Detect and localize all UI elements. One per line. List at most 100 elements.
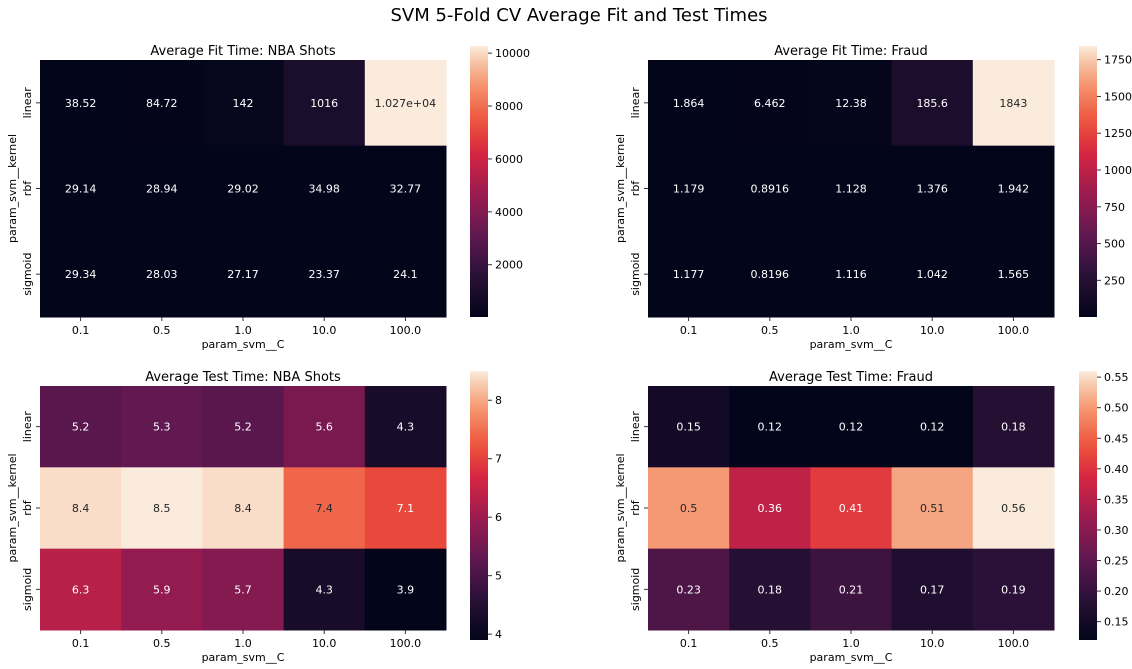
cell-annotation: 185.6 [916, 97, 948, 110]
heatmap-cell [202, 145, 285, 232]
heatmap-cell [810, 467, 893, 550]
colorbar-tick-label: 4000 [495, 206, 523, 219]
heatmap-cell [972, 60, 1055, 147]
y-tick-label: rbf [21, 180, 34, 197]
heatmap-cell [648, 60, 730, 147]
heatmap-cell [202, 231, 285, 318]
heatmap-cell [121, 548, 203, 631]
heatmap-cell [283, 231, 366, 318]
colorbar-tick-label: 500 [1104, 238, 1125, 251]
cell-annotation: 23.37 [308, 268, 340, 281]
x-tick-label: 0.1 [72, 637, 90, 650]
colorbar-tick-label: 250 [1104, 274, 1125, 287]
colorbar-tick-label: 0.40 [1104, 463, 1129, 476]
cell-annotation: 28.03 [146, 268, 178, 281]
x-tick-label: 1.0 [842, 324, 860, 337]
heatmap-cell [891, 548, 974, 631]
heatmap-cell [283, 548, 366, 631]
cell-annotation: 29.34 [65, 268, 97, 281]
cell-annotation: 0.18 [1001, 421, 1026, 434]
x-tick-label: 0.1 [72, 324, 90, 337]
cell-annotation: 1.128 [835, 183, 867, 196]
x-axis-label: param_svm__C [202, 338, 285, 351]
heatmap-cell [972, 467, 1055, 550]
colorbar-tick-label: 0.35 [1104, 493, 1129, 506]
colorbar-tick-label: 4 [495, 628, 502, 641]
cell-annotation: 7.4 [315, 502, 333, 515]
x-tick-label: 0.1 [680, 324, 698, 337]
cell-annotation: 0.5 [680, 502, 698, 515]
cell-annotation: 6.462 [754, 97, 786, 110]
colorbar-tick-label: 1750 [1104, 54, 1132, 67]
heatmap-cell [891, 145, 974, 232]
heatmap-cell [202, 386, 285, 468]
cell-annotation: 28.94 [146, 183, 178, 196]
heatmap-cell [283, 145, 366, 232]
cell-annotation: 27.17 [227, 268, 259, 281]
cell-annotation: 1.864 [673, 97, 705, 110]
cell-annotation: 1.027e+04 [375, 97, 436, 110]
colorbar-tick-label: 0.55 [1104, 371, 1129, 384]
x-tick-label: 10.0 [920, 324, 945, 337]
cell-annotation: 0.15 [676, 421, 701, 434]
heatmap-cell [810, 231, 893, 318]
heatmap-title: Average Test Time: NBA Shots [145, 370, 341, 385]
x-axis-label: param_svm__C [810, 651, 893, 664]
y-tick-label: rbf [629, 499, 642, 516]
heatmap-cell [202, 548, 285, 631]
cell-annotation: 7.1 [397, 502, 415, 515]
x-tick-label: 100.0 [390, 637, 422, 650]
heatmap-cell [972, 231, 1055, 318]
cell-annotation: 5.7 [234, 583, 252, 596]
heatmap-panel: Average Test Time: Fraud 0.15 0.12 0.12 0.12… [614, 370, 1129, 664]
cell-annotation: 4.3 [315, 583, 333, 596]
cell-annotation: 0.21 [839, 583, 864, 596]
cell-annotation: 0.56 [1001, 502, 1026, 515]
cell-annotation: 8.5 [153, 502, 171, 515]
heatmap-cell [364, 467, 447, 550]
cell-annotation: 0.18 [758, 583, 783, 596]
cell-annotation: 0.8196 [751, 268, 790, 281]
cell-annotation: 5.6 [315, 421, 333, 434]
colorbar-tick-label: 1000 [1104, 164, 1132, 177]
x-tick-label: 1.0 [842, 637, 860, 650]
heatmap-title: Average Test Time: Fraud [769, 370, 933, 385]
heatmap-cell [648, 145, 730, 232]
cell-annotation: 1.042 [916, 268, 948, 281]
x-tick-label: 100.0 [390, 324, 422, 337]
y-tick-label: rbf [629, 180, 642, 197]
colorbar [1079, 371, 1097, 640]
cell-annotation: 142 [233, 97, 254, 110]
y-axis-label: param_svm__kernel [6, 453, 19, 562]
colorbar-tick-label: 6 [495, 511, 502, 524]
y-tick-label: linear [629, 87, 642, 119]
heatmap-cell [121, 231, 203, 318]
cell-annotation: 0.36 [758, 502, 783, 515]
heatmap-cell [121, 467, 203, 550]
heatmap-cell [972, 548, 1055, 631]
heatmap-cell [891, 231, 974, 318]
heatmap-cell [729, 548, 811, 631]
x-tick-label: 100.0 [998, 637, 1030, 650]
cell-annotation: 0.51 [920, 502, 945, 515]
colorbar-tick-label: 1500 [1104, 90, 1132, 103]
y-tick-label: linear [21, 411, 34, 443]
y-tick-label: sigmoid [21, 253, 34, 296]
colorbar-tick-label: 750 [1104, 201, 1125, 214]
cell-annotation: 5.2 [234, 421, 252, 434]
x-tick-label: 0.5 [761, 324, 779, 337]
cell-annotation: 0.12 [758, 421, 783, 434]
heatmap-cell [40, 548, 122, 631]
cell-annotation: 6.3 [72, 583, 90, 596]
cell-annotation: 29.02 [227, 183, 259, 196]
colorbar-tick-label: 0.20 [1104, 585, 1129, 598]
y-tick-label: sigmoid [629, 568, 642, 611]
colorbar-tick-label: 0.50 [1104, 402, 1129, 415]
colorbar [470, 46, 488, 317]
y-tick-label: rbf [21, 499, 34, 516]
cell-annotation: 1016 [310, 97, 338, 110]
cell-annotation: 0.8916 [751, 183, 790, 196]
y-axis-label: param_svm__kernel [6, 134, 19, 243]
cell-annotation: 0.41 [839, 502, 864, 515]
